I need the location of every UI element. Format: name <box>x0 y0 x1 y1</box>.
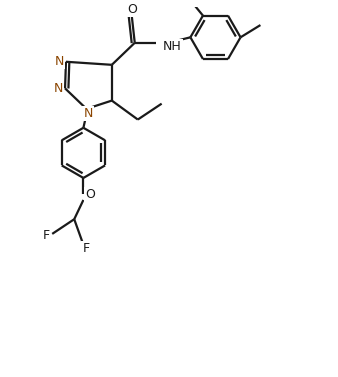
Text: O: O <box>127 3 137 16</box>
Text: N: N <box>83 107 93 120</box>
Text: O: O <box>85 188 95 201</box>
Text: F: F <box>82 242 90 255</box>
Text: F: F <box>43 229 50 242</box>
Text: N: N <box>54 55 64 67</box>
Text: NH: NH <box>163 40 182 53</box>
Text: N: N <box>54 83 63 95</box>
